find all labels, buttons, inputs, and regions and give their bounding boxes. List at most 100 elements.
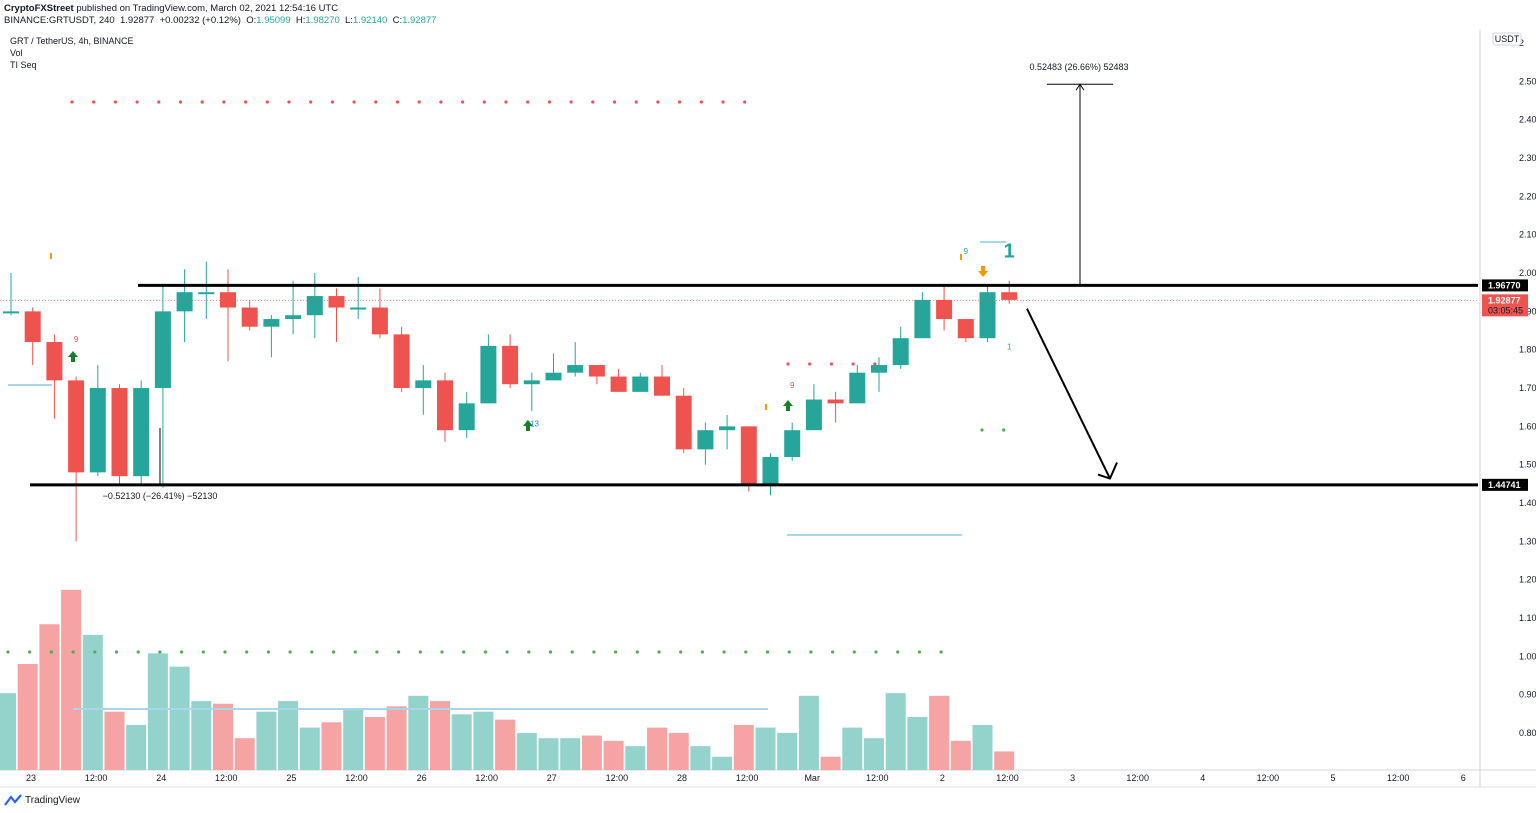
td-support-dot [93, 650, 97, 654]
time-tick-label: 24 [156, 773, 166, 783]
td-resistance-dot [591, 100, 595, 104]
td-support-dot [310, 650, 314, 654]
volume-bar [581, 735, 602, 770]
td-count-label: 9 [74, 335, 79, 344]
candle-body[interactable] [415, 380, 432, 389]
candle-body[interactable] [458, 403, 475, 431]
candle-body[interactable] [350, 307, 367, 310]
price-tick-label: 1.60000 [1519, 421, 1536, 431]
candle-body[interactable] [3, 311, 19, 314]
td-support-dot [353, 650, 357, 654]
buy-signal-icon [68, 351, 78, 362]
candle-body[interactable] [762, 457, 779, 484]
published-text: published on TradingView.com, March 02, … [76, 3, 339, 14]
td-support-dot [809, 650, 813, 654]
volume-bar [430, 701, 450, 770]
td-resistance-dot [157, 100, 161, 104]
current-price-tag: 1.92877 [1488, 295, 1521, 305]
candle-body[interactable] [979, 292, 996, 339]
candle-body[interactable] [263, 319, 280, 327]
volume-bar [278, 701, 299, 770]
candle-body[interactable] [437, 380, 453, 431]
candle-body[interactable] [871, 365, 887, 373]
candle-body[interactable] [220, 292, 236, 308]
volume-bar [213, 703, 233, 770]
candle-body[interactable] [545, 372, 562, 381]
candle-body[interactable] [936, 299, 953, 320]
volume-bar [885, 693, 906, 770]
candle-body[interactable] [914, 299, 931, 339]
td-support-dot [505, 650, 509, 654]
td-support-dot [548, 650, 553, 654]
candle-body[interactable] [1001, 292, 1018, 300]
td-warning-icon [765, 404, 767, 410]
candle-body[interactable] [697, 430, 714, 450]
legend-vol[interactable]: Vol [10, 48, 23, 58]
candle-body[interactable] [176, 292, 193, 312]
legend-indicator[interactable]: TI Seq [10, 60, 37, 70]
td-resistance-dot [526, 100, 530, 104]
candle-body[interactable] [784, 430, 801, 458]
volume-bar [191, 701, 212, 770]
candle-body[interactable] [957, 319, 974, 339]
volume-bar [321, 722, 342, 770]
candle-body[interactable] [502, 345, 519, 385]
price-tick-label: 1.80000 [1519, 345, 1536, 355]
candle-body[interactable] [523, 380, 540, 385]
candle-body[interactable] [719, 426, 736, 431]
volume-bar [733, 724, 754, 770]
candle-body[interactable] [740, 426, 757, 484]
td-resistance-dot [743, 100, 747, 104]
candle-body[interactable] [849, 372, 866, 404]
volume-bar [690, 746, 711, 770]
candle-body[interactable] [371, 307, 388, 335]
volume-bar [82, 634, 103, 770]
candle-body[interactable] [480, 345, 497, 404]
tradingview-logo[interactable]: TradingView [4, 794, 80, 806]
candle-body[interactable] [24, 311, 41, 343]
candle-body[interactable] [393, 334, 410, 389]
candle-body[interactable] [654, 376, 670, 396]
candle-body[interactable] [154, 311, 171, 389]
candle-body[interactable] [827, 399, 844, 404]
candle-body[interactable] [805, 399, 822, 431]
currency-badge[interactable] [1492, 32, 1522, 46]
td-support-dot [527, 650, 531, 654]
candle-body[interactable] [328, 296, 345, 308]
candle-body[interactable] [892, 338, 909, 366]
candle-body[interactable] [285, 315, 302, 320]
candle-body[interactable] [306, 296, 323, 316]
td-resistance-dot [461, 100, 465, 104]
currency-label[interactable]: USDT [1495, 34, 1520, 44]
td-resistance-dot [309, 100, 313, 104]
projection-arrowhead [1097, 462, 1118, 480]
candle-body[interactable] [46, 342, 63, 381]
candle-body[interactable] [133, 388, 150, 477]
candle-body[interactable] [675, 395, 692, 450]
publisher-name[interactable]: CryptoFXStreet [4, 3, 74, 14]
td-support-dot [28, 650, 32, 654]
sell-signal-icon [978, 266, 988, 277]
candle-body[interactable] [241, 307, 258, 327]
candle-body[interactable] [588, 365, 605, 377]
resistance-price-tag: 1.96770 [1488, 280, 1521, 290]
candle-body[interactable] [632, 376, 649, 392]
time-tick-label: 3 [1070, 773, 1075, 783]
td-resistance-dot [569, 100, 573, 104]
candle-body[interactable] [111, 388, 128, 477]
volume-bar [473, 711, 494, 770]
volume-bar [256, 711, 277, 770]
time-tick-label: 12:00 [1387, 773, 1410, 783]
candle-body[interactable] [89, 388, 106, 473]
td-support-dot [657, 650, 661, 654]
candle-body[interactable] [198, 292, 215, 295]
td-resistance-dot [395, 100, 400, 104]
legend-title[interactable]: GRT / TetherUS, 4h, BINANCE [10, 36, 134, 46]
candle-body[interactable] [567, 365, 584, 373]
candle-body[interactable] [610, 376, 627, 392]
candle-body[interactable] [68, 380, 85, 473]
td-support-dot [49, 650, 54, 654]
td-support-dot [6, 650, 10, 654]
td-warning-icon [960, 254, 962, 260]
